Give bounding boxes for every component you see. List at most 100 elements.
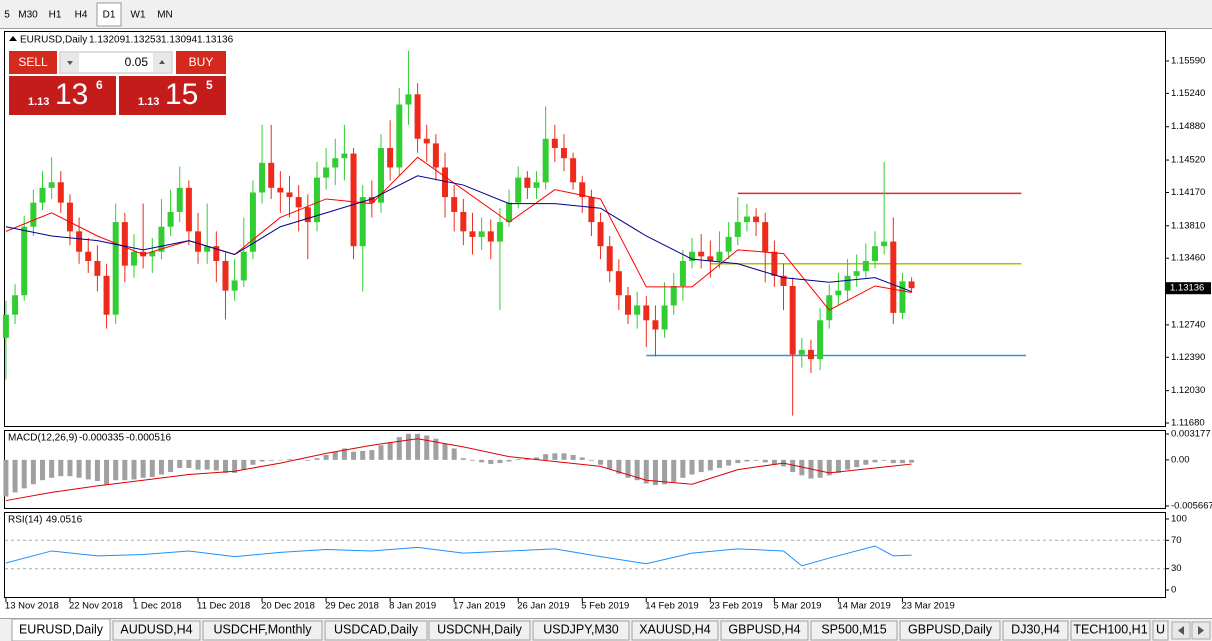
candle-body [103, 275, 110, 315]
bid-box[interactable] [9, 76, 116, 115]
sell-label[interactable]: SELL [18, 55, 48, 69]
chart-tab[interactable] [810, 620, 898, 641]
ask-small[interactable]: 5 [206, 78, 213, 92]
timeframe-button[interactable] [126, 3, 150, 26]
chart-tab[interactable] [11, 618, 111, 641]
timeframe-label[interactable]: MN [157, 10, 173, 21]
timeframe-button[interactable] [0, 3, 14, 26]
indicator-line [5, 156, 912, 311]
chart-tab-label[interactable]: USDCNH,Daily [437, 622, 522, 636]
candle-body [268, 162, 275, 188]
candle-body [716, 251, 723, 261]
x-tick-label: 5 Feb 2019 [581, 601, 629, 612]
timeframe-button[interactable] [152, 3, 178, 26]
candle-body [844, 275, 851, 291]
chart-tab-label[interactable]: AUDUSD,H4 [120, 622, 192, 636]
ohlc-close: 1.13136 [197, 35, 234, 46]
timeframe-label[interactable]: M30 [18, 10, 38, 21]
macd-bar [85, 459, 91, 480]
bid-small[interactable]: 6 [96, 78, 103, 92]
chart-tab[interactable] [1070, 620, 1151, 641]
chart-tab[interactable] [1002, 620, 1069, 641]
candle-body [451, 197, 458, 212]
buy-button[interactable] [176, 51, 226, 74]
x-tick-label: 22 Nov 2018 [69, 601, 123, 612]
bid-prefix[interactable]: 1.13 [28, 96, 49, 108]
macd-bar [726, 459, 732, 466]
candle-body [679, 260, 686, 286]
y-tick-label: 1.13810 [1171, 220, 1205, 231]
macd-bar [607, 459, 613, 469]
chart-tab-label[interactable]: USDCHF,Monthly [214, 622, 313, 636]
chart-tab-label[interactable]: XAUUSD,H4 [639, 622, 711, 636]
ohlc-open: 1.13209 [89, 35, 126, 46]
timeframe-label[interactable]: H4 [75, 10, 88, 21]
timeframe-button[interactable] [68, 3, 94, 26]
y-tick-label: 1.14520 [1171, 155, 1205, 166]
timeframe-button[interactable] [44, 3, 66, 26]
chart-tab-label[interactable]: USDCAD,Daily [334, 622, 419, 636]
candle-body [506, 202, 513, 223]
chart-tab[interactable] [202, 620, 323, 641]
macd-title: MACD(12,26,9) [8, 433, 77, 444]
macd-bar [552, 453, 558, 460]
timeframe-buttons: 5 M30 H1 H4 D1 W1 MN [0, 2, 178, 27]
macd-bar [378, 445, 384, 460]
candle-body [259, 162, 266, 193]
chart-tab[interactable] [631, 620, 719, 641]
lot-value[interactable]: 0.05 [125, 55, 149, 69]
chart-tab[interactable] [428, 620, 531, 641]
macd-bar [799, 459, 805, 476]
chart-tab[interactable] [112, 620, 201, 641]
chart-tab[interactable] [899, 620, 1001, 641]
candle-body [908, 281, 915, 289]
macd-bar [899, 459, 905, 464]
buy-label[interactable]: BUY [189, 55, 214, 69]
bid-big[interactable]: 13 [55, 78, 88, 111]
macd-bar [232, 459, 238, 473]
candle-body [478, 231, 485, 237]
chart-tab-label[interactable]: EURUSD,Daily [19, 622, 104, 636]
macd-bar [268, 459, 274, 461]
chart-tab[interactable] [324, 620, 428, 641]
chart-tab-label[interactable]: USDJPY,M30 [543, 622, 619, 636]
chart-tab-label[interactable]: TECH100,H1 [1073, 622, 1147, 636]
ask-prefix[interactable]: 1.13 [138, 96, 159, 108]
candle-body [213, 246, 220, 261]
chart-tab[interactable] [532, 620, 630, 641]
macd-bar [826, 459, 832, 476]
macd-bar [305, 459, 311, 461]
timeframe-label[interactable]: W1 [131, 10, 146, 21]
chart-tab-label[interactable]: SP500,M15 [821, 622, 886, 636]
candle-body [204, 246, 211, 252]
candle-body [57, 182, 64, 203]
candle-body [167, 211, 174, 227]
candle-body [286, 192, 293, 198]
sell-button[interactable] [9, 51, 57, 74]
timeframe-button[interactable] [96, 2, 122, 27]
macd-bar [387, 441, 393, 460]
timeframe-label[interactable]: H1 [49, 10, 62, 21]
macd-bar [405, 433, 411, 460]
chart-tab[interactable] [1152, 620, 1169, 641]
candle-body [515, 177, 522, 203]
chart-tabs: EURUSD,Daily AUDUSD,H4 USDCHF,Monthly USDCA… [11, 618, 1169, 641]
chart-tab-label[interactable]: GBPUSD,H4 [728, 622, 800, 636]
ask-big[interactable]: 15 [165, 78, 198, 111]
chart-tab-label[interactable]: U [1156, 622, 1165, 636]
candle-body [323, 167, 330, 178]
macd-bar [360, 450, 366, 460]
x-tick-label: 8 Jan 2019 [389, 601, 436, 612]
candle-body [570, 158, 577, 183]
timeframe-label[interactable]: 5 [4, 10, 10, 21]
chart-tab-label[interactable]: DJ30,H4 [1011, 622, 1060, 636]
chart-tab[interactable] [720, 620, 809, 641]
timeframe-button[interactable] [14, 3, 42, 26]
ask-box[interactable] [119, 76, 226, 115]
timeframe-label[interactable]: D1 [103, 10, 116, 21]
x-tick-label: 26 Jan 2019 [517, 601, 569, 612]
candle-body [698, 251, 705, 257]
lot-field[interactable] [59, 51, 173, 74]
chart-tab-label[interactable]: GBPUSD,Daily [908, 622, 993, 636]
ohlc-low: 1.13094 [161, 35, 198, 46]
